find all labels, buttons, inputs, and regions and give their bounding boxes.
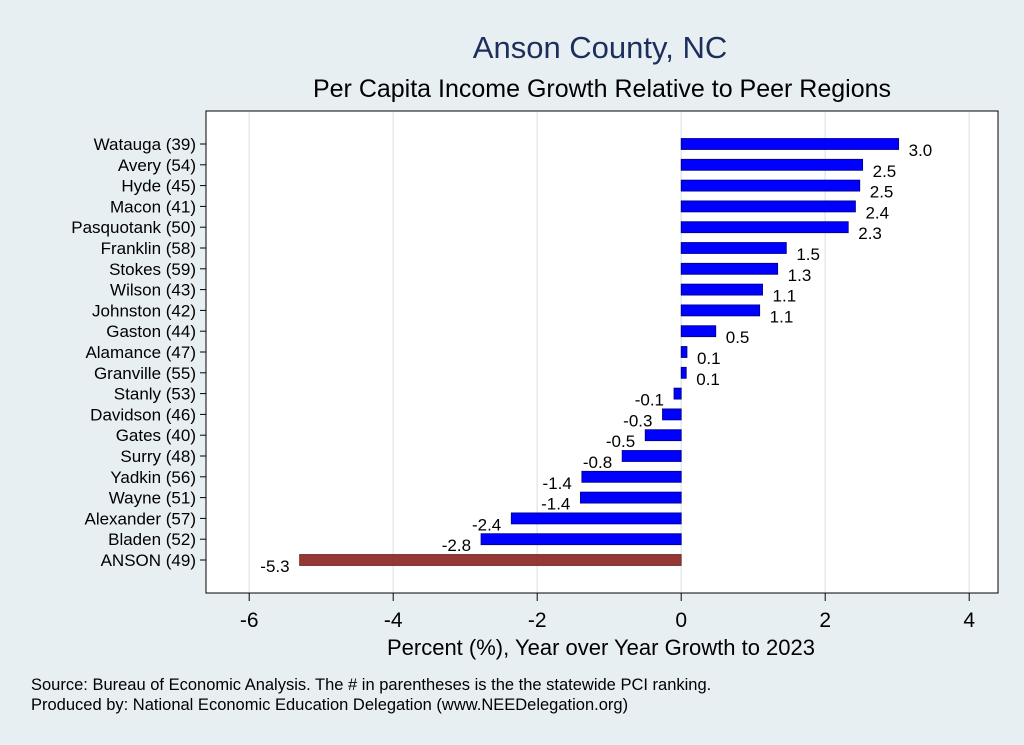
category-label: Davidson (46) — [90, 405, 196, 424]
category-label: Alamance (47) — [85, 343, 196, 362]
category-label: Wayne (51) — [109, 489, 196, 508]
category-label: Granville (55) — [94, 364, 196, 383]
bar-highlight — [299, 554, 682, 566]
bar — [510, 512, 682, 525]
bar — [621, 450, 682, 462]
value-label: -5.3 — [260, 557, 289, 576]
category-label: Bladen (52) — [108, 530, 196, 549]
value-label: 2.5 — [873, 162, 897, 181]
bar — [581, 470, 682, 483]
category-label: Gates (40) — [116, 426, 196, 445]
chart-subtitle: Per Capita Income Growth Relative to Pee… — [313, 75, 891, 103]
value-label: 3.0 — [909, 141, 933, 160]
bar — [680, 242, 787, 254]
bar — [680, 304, 761, 317]
value-label: 0.5 — [726, 328, 750, 347]
bar — [680, 346, 688, 358]
category-label: Macon (41) — [110, 197, 196, 216]
value-label: 0.1 — [697, 349, 721, 368]
value-label: 1.5 — [796, 245, 820, 264]
value-label: -1.4 — [543, 474, 572, 493]
bar — [680, 283, 763, 296]
bar — [680, 221, 849, 234]
bar — [662, 408, 682, 421]
x-tick-label: 2 — [819, 609, 831, 632]
chart-title: Anson County, NC — [473, 30, 727, 65]
category-label: Alexander (57) — [84, 509, 196, 528]
grid — [248, 112, 970, 592]
value-label: -0.1 — [635, 391, 664, 410]
category-label: Pasquotank (50) — [71, 218, 196, 237]
value-label: 2.4 — [865, 203, 889, 222]
value-label: -1.4 — [541, 495, 570, 514]
category-label: Stanly (53) — [114, 385, 196, 404]
x-tick-label: 4 — [963, 609, 975, 632]
category-label: Avery (54) — [118, 156, 196, 175]
bar — [680, 138, 900, 150]
bar — [644, 429, 682, 442]
value-label: -0.3 — [623, 411, 652, 430]
bar — [673, 387, 682, 400]
value-label: 1.1 — [770, 307, 794, 326]
x-tick-label: -6 — [240, 609, 259, 632]
value-label: 1.3 — [788, 266, 812, 285]
category-label: Franklin (58) — [101, 239, 196, 258]
value-label: -2.4 — [472, 515, 501, 534]
bar — [680, 200, 856, 213]
bar — [680, 325, 717, 338]
bar — [680, 366, 687, 379]
category-label: ANSON (49) — [101, 551, 196, 570]
category-label: Johnston (42) — [92, 301, 196, 320]
category-label: Stokes (59) — [109, 260, 196, 279]
value-labels: 3.02.52.52.42.31.51.31.11.10.50.10.1-0.1… — [260, 141, 932, 576]
value-label: 2.3 — [858, 224, 882, 243]
bar — [680, 179, 861, 192]
producer-note: Produced by: National Economic Education… — [31, 696, 628, 714]
value-label: -0.5 — [606, 432, 635, 451]
x-tick-label: 0 — [675, 609, 687, 632]
bars — [299, 138, 900, 566]
x-tick-label: -2 — [528, 609, 547, 632]
value-label: 0.1 — [696, 370, 720, 389]
category-label: Hyde (45) — [121, 177, 196, 196]
bar — [580, 491, 682, 504]
value-label: 2.5 — [870, 183, 894, 202]
x-axis: -6 -4 -2 0 2 4 — [240, 593, 975, 632]
category-label: Yadkin (56) — [110, 468, 196, 487]
bar — [680, 262, 779, 275]
source-note: Source: Bureau of Economic Analysis. The… — [31, 676, 711, 694]
category-label: Wilson (43) — [110, 281, 196, 300]
category-label: Watauga (39) — [94, 135, 196, 154]
value-label: 1.1 — [773, 287, 797, 306]
bar — [680, 158, 864, 171]
bar — [480, 533, 682, 546]
value-label: -2.8 — [442, 536, 471, 555]
category-label: Surry (48) — [120, 447, 196, 466]
category-label: Gaston (44) — [106, 322, 196, 341]
category-labels: Watauga (39) Avery (54) Hyde (45)Macon (41… — [71, 135, 206, 570]
value-label: -0.8 — [583, 453, 612, 472]
x-tick-label: -4 — [384, 609, 403, 632]
x-axis-label: Percent (%), Year over Year Growth to 20… — [387, 635, 815, 660]
